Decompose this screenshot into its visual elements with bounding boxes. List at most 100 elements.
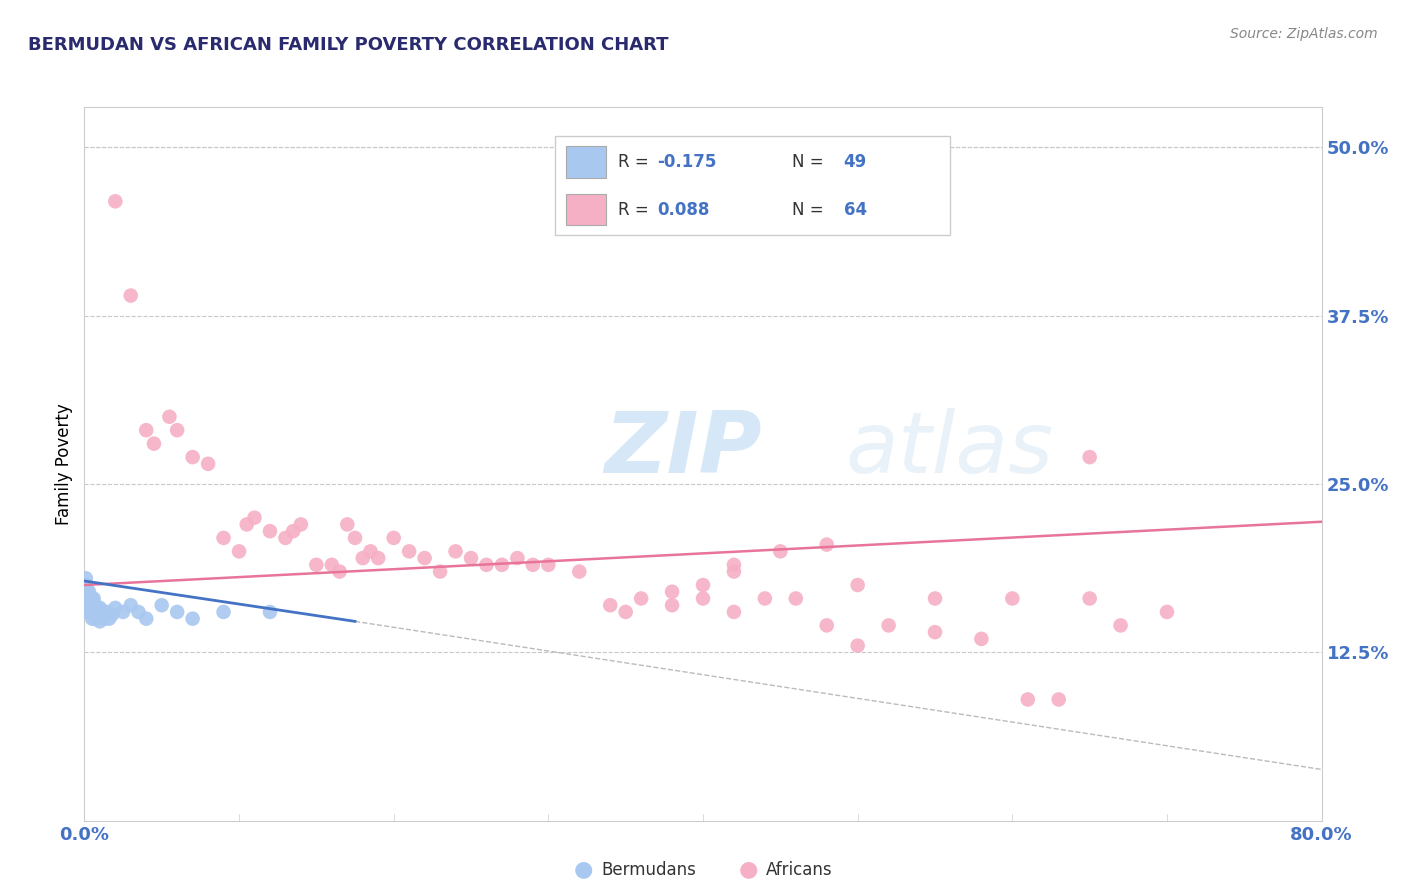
Text: 64: 64 — [844, 201, 866, 219]
Point — [82, 591, 104, 606]
Point — [413, 551, 436, 566]
Text: 49: 49 — [844, 153, 868, 170]
Text: R =: R = — [617, 201, 654, 219]
Point — [120, 598, 142, 612]
Point — [150, 598, 173, 612]
Point — [537, 558, 560, 572]
Point — [1001, 591, 1024, 606]
Point — [815, 538, 838, 552]
Point — [274, 531, 297, 545]
Point — [769, 544, 792, 558]
Point — [76, 591, 98, 606]
Text: atlas: atlas — [845, 408, 1053, 491]
Point — [661, 598, 683, 612]
Point — [846, 639, 869, 653]
Point — [259, 605, 281, 619]
Point — [344, 531, 367, 545]
Text: BERMUDAN VS AFRICAN FAMILY POVERTY CORRELATION CHART: BERMUDAN VS AFRICAN FAMILY POVERTY CORRE… — [28, 36, 669, 54]
Point — [970, 632, 993, 646]
Point — [352, 551, 374, 566]
Point — [329, 565, 352, 579]
Point — [75, 571, 97, 585]
Point — [76, 605, 98, 619]
Point — [166, 605, 188, 619]
Text: ●: ● — [574, 860, 593, 880]
Point — [75, 578, 97, 592]
Point — [283, 524, 305, 538]
Point — [77, 598, 100, 612]
Point — [91, 605, 114, 619]
Text: N =: N = — [792, 153, 830, 170]
Point — [75, 584, 97, 599]
Text: ●: ● — [738, 860, 758, 880]
Point — [429, 565, 451, 579]
Point — [846, 578, 869, 592]
Point — [135, 423, 157, 437]
Y-axis label: Family Poverty: Family Poverty — [55, 403, 73, 524]
Point — [1017, 692, 1039, 706]
Point — [79, 598, 101, 612]
Point — [93, 612, 115, 626]
Point — [104, 194, 127, 209]
Point — [128, 605, 150, 619]
Point — [83, 591, 105, 606]
Point — [212, 531, 235, 545]
Point — [692, 578, 714, 592]
Point — [120, 288, 142, 302]
Point — [76, 598, 98, 612]
Point — [84, 612, 107, 626]
Point — [785, 591, 807, 606]
Point — [84, 605, 107, 619]
Point — [723, 565, 745, 579]
Point — [236, 517, 259, 532]
Point — [614, 605, 637, 619]
Point — [89, 615, 111, 629]
Point — [491, 558, 513, 572]
Point — [367, 551, 389, 566]
Point — [75, 591, 97, 606]
Point — [290, 517, 312, 532]
Text: N =: N = — [792, 201, 830, 219]
Point — [506, 551, 529, 566]
Point — [243, 510, 266, 524]
Point — [1047, 692, 1070, 706]
Point — [460, 551, 482, 566]
Point — [924, 591, 946, 606]
Point — [159, 409, 181, 424]
Point — [166, 423, 188, 437]
Text: Bermudans: Bermudans — [602, 861, 696, 879]
Point — [723, 605, 745, 619]
Point — [522, 558, 544, 572]
Text: ZIP: ZIP — [605, 408, 762, 491]
Point — [82, 612, 104, 626]
Point — [104, 601, 127, 615]
Point — [815, 618, 838, 632]
Point — [77, 591, 100, 606]
Point — [143, 436, 166, 450]
Point — [321, 558, 343, 572]
FancyBboxPatch shape — [567, 145, 606, 178]
Point — [1078, 591, 1101, 606]
Point — [877, 618, 900, 632]
Text: Source: ZipAtlas.com: Source: ZipAtlas.com — [1230, 27, 1378, 41]
Point — [197, 457, 219, 471]
Point — [382, 531, 405, 545]
Point — [228, 544, 250, 558]
Text: 0.088: 0.088 — [658, 201, 710, 219]
Point — [89, 601, 111, 615]
Point — [475, 558, 498, 572]
Point — [75, 605, 97, 619]
Point — [398, 544, 420, 558]
Point — [661, 584, 683, 599]
Point — [79, 605, 101, 619]
Point — [75, 598, 97, 612]
Point — [84, 598, 107, 612]
Point — [444, 544, 467, 558]
Point — [305, 558, 328, 572]
Point — [97, 605, 120, 619]
Point — [76, 584, 98, 599]
Point — [630, 591, 652, 606]
Point — [1109, 618, 1132, 632]
Point — [181, 450, 204, 464]
Point — [360, 544, 382, 558]
